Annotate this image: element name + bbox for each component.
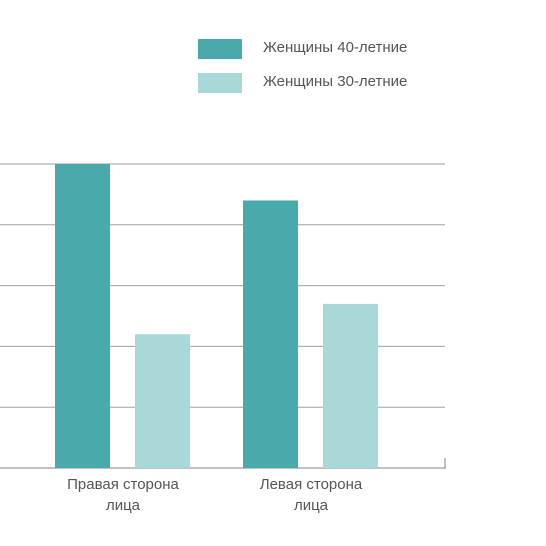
bar-series-2-category-1 bbox=[135, 334, 190, 468]
bars bbox=[55, 164, 378, 469]
bar-series-1-category-2 bbox=[243, 200, 298, 469]
bar-series-1-category-1 bbox=[55, 164, 110, 468]
legend-label-series-1: Женщины 40-летние bbox=[263, 39, 408, 56]
legend-swatch-series-1 bbox=[198, 39, 242, 59]
category-label-left-side: Левая сторона лица bbox=[259, 476, 363, 514]
bar-series-2-category-2 bbox=[323, 303, 378, 468]
legend-label-series-2: Женщины 30-летние bbox=[263, 73, 408, 90]
category-label-right-side: Правая сторона лица bbox=[67, 476, 179, 514]
legend-swatch-series-2 bbox=[198, 73, 242, 93]
